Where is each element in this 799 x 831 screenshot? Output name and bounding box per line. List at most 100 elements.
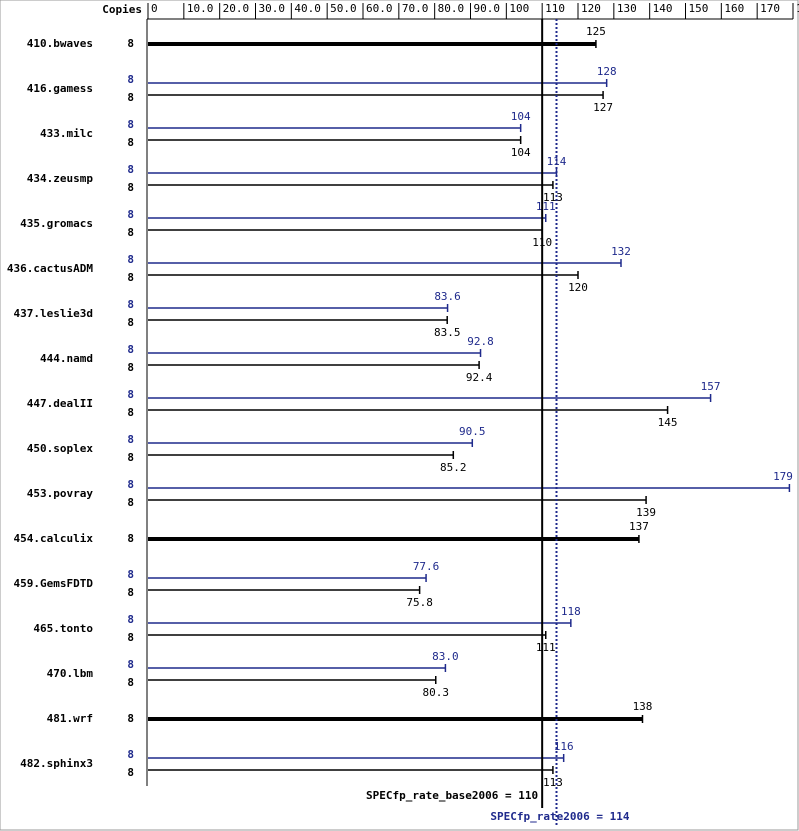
x-tick-label: 70.0 — [402, 2, 429, 15]
x-tick-label: 100 — [509, 2, 529, 15]
benchmark-label: 482.sphinx3 — [20, 757, 93, 770]
copies: 8 — [127, 586, 134, 599]
copies: 8 — [127, 298, 134, 311]
x-tick-label: 80.0 — [438, 2, 465, 15]
value-label: 132 — [611, 245, 631, 258]
value-label: 92.4 — [466, 371, 493, 384]
copies: 8 — [127, 676, 134, 689]
value-label: 116 — [554, 740, 574, 753]
copies: 8 — [127, 406, 134, 419]
benchmark-label: 433.milc — [40, 127, 93, 140]
x-tick-label: 90.0 — [474, 2, 501, 15]
copies: 8 — [127, 118, 134, 131]
copies: 8 — [127, 532, 134, 545]
benchmark-label: 450.soplex — [27, 442, 94, 455]
x-tick-label: 30.0 — [259, 2, 286, 15]
copies: 8 — [127, 208, 134, 221]
value-label: 113 — [543, 191, 563, 204]
value-label: 111 — [536, 641, 556, 654]
benchmark-label: 416.gamess — [27, 82, 93, 95]
value-label: 83.5 — [434, 326, 461, 339]
benchmark-label: 447.dealII — [27, 397, 93, 410]
reference-label: SPECfp_rate_base2006 = 110 — [366, 789, 538, 802]
copies: 8 — [127, 37, 134, 50]
copies: 8 — [127, 163, 134, 176]
value-label: 92.8 — [467, 335, 494, 348]
value-label: 118 — [561, 605, 581, 618]
benchmark-label: 437.leslie3d — [14, 307, 93, 320]
value-label: 80.3 — [422, 686, 449, 699]
benchmark-label: 435.gromacs — [20, 217, 93, 230]
x-tick-label: 50.0 — [330, 2, 357, 15]
value-label: 179 — [773, 470, 793, 483]
copies: 8 — [127, 181, 134, 194]
value-label: 157 — [701, 380, 721, 393]
benchmark-label: 436.cactusADM — [7, 262, 93, 275]
copies: 8 — [127, 361, 134, 374]
value-label: 75.8 — [406, 596, 433, 609]
x-tick-label: 140 — [653, 2, 673, 15]
benchmark-label: 454.calculix — [14, 532, 94, 545]
value-label: 139 — [636, 506, 656, 519]
benchmark-label: 465.tonto — [33, 622, 93, 635]
benchmark-label: 434.zeusmp — [27, 172, 94, 185]
copies: 8 — [127, 343, 134, 356]
copies-header: Copies — [102, 3, 142, 16]
x-tick-label: 160 — [724, 2, 744, 15]
x-tick-label: 60.0 — [366, 2, 393, 15]
benchmark-label: 481.wrf — [47, 712, 93, 725]
copies: 8 — [127, 631, 134, 644]
x-tick-label: 150 — [689, 2, 709, 15]
value-label: 137 — [629, 520, 649, 533]
x-tick-label: 20.0 — [223, 2, 250, 15]
x-tick-label: 170 — [760, 2, 780, 15]
value-label: 111 — [536, 200, 556, 213]
benchmark-label: 470.lbm — [47, 667, 94, 680]
value-label: 85.2 — [440, 461, 467, 474]
value-label: 90.5 — [459, 425, 486, 438]
copies: 8 — [127, 658, 134, 671]
value-label: 77.6 — [413, 560, 440, 573]
copies: 8 — [127, 748, 134, 761]
value-label: 127 — [593, 101, 613, 114]
value-label: 104 — [511, 110, 531, 123]
x-tick-label: 120 — [581, 2, 601, 15]
copies: 8 — [127, 478, 134, 491]
copies: 8 — [127, 451, 134, 464]
copies: 8 — [127, 316, 134, 329]
x-tick-label: 40.0 — [294, 2, 321, 15]
copies: 8 — [127, 433, 134, 446]
benchmark-label: 444.namd — [40, 352, 93, 365]
value-label: 83.6 — [434, 290, 461, 303]
copies: 8 — [127, 91, 134, 104]
copies: 8 — [127, 73, 134, 86]
copies: 8 — [127, 388, 134, 401]
copies: 8 — [127, 226, 134, 239]
copies: 8 — [127, 496, 134, 509]
benchmark-label: 410.bwaves — [27, 37, 93, 50]
value-label: 128 — [597, 65, 617, 78]
copies: 8 — [127, 766, 134, 779]
x-tick-label: 130 — [617, 2, 637, 15]
copies: 8 — [127, 568, 134, 581]
benchmark-label: 453.povray — [27, 487, 94, 500]
value-label: 145 — [658, 416, 678, 429]
value-label: 104 — [511, 146, 531, 159]
copies: 8 — [127, 271, 134, 284]
x-tick-label: 110 — [545, 2, 565, 15]
copies: 8 — [127, 613, 134, 626]
copies: 8 — [127, 136, 134, 149]
value-label: 138 — [633, 700, 653, 713]
value-label: 113 — [543, 776, 563, 789]
value-label: 125 — [586, 25, 606, 38]
reference-label: SPECfp_rate2006 = 114 — [490, 810, 629, 823]
value-label: 83.0 — [432, 650, 459, 663]
x-tick-label: 180 — [796, 2, 799, 15]
value-label: 120 — [568, 281, 588, 294]
x-tick-label: 10.0 — [187, 2, 214, 15]
copies: 8 — [127, 253, 134, 266]
value-label: 114 — [547, 155, 567, 168]
copies: 8 — [127, 712, 134, 725]
